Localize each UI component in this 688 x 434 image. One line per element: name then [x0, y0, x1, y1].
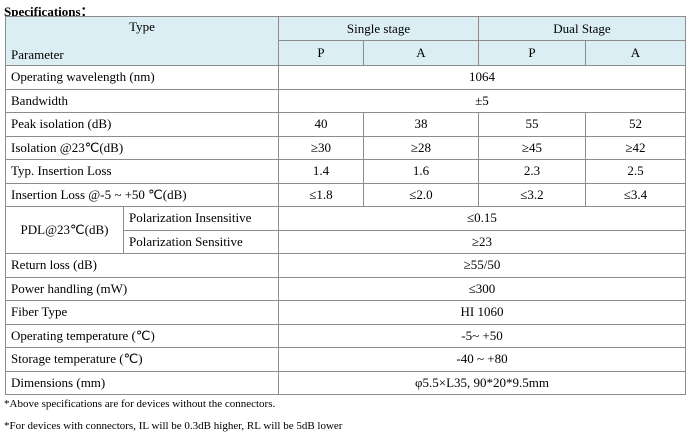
spec-table: Type Parameter Single stage Dual Stage P A P A O… — [5, 16, 686, 395]
footnote: *For devices with connectors, IL will be… — [4, 420, 343, 432]
row-label: Peak isolation (dB) — [5, 112, 279, 137]
row: Bandwidth ±5 — [5, 88, 686, 113]
value-cell: ≥30 — [278, 135, 364, 160]
value-cell: ≤2.0 — [363, 182, 479, 207]
row-label: Fiber Type — [5, 300, 279, 325]
value-cell: -5~ +50 — [278, 323, 686, 348]
value-cell: 2.3 — [478, 159, 586, 184]
value-cell: -40 ~ +80 — [278, 347, 686, 372]
row-label: Isolation @23℃(dB) — [5, 135, 279, 160]
value-cell: 1.4 — [278, 159, 364, 184]
value-cell: ≥23 — [278, 229, 686, 254]
value-cell: ≤1.8 — [278, 182, 364, 207]
row-label: Typ. Insertion Loss — [5, 159, 279, 184]
type-label: Type — [129, 19, 155, 34]
row: Dimensions (mm) φ5.5×L35, 90*20*9.5mm — [5, 370, 686, 395]
row: Storage temperature (℃) -40 ~ +80 — [5, 347, 686, 372]
value-cell: ≤3.4 — [585, 182, 686, 207]
row-label: PDL@23℃(dB) — [5, 206, 124, 254]
group-header: Single stage — [278, 16, 479, 41]
value-cell: 1.6 — [363, 159, 479, 184]
value-cell: φ5.5×L35, 90*20*9.5mm — [278, 370, 686, 395]
value-cell: ≤3.2 — [478, 182, 586, 207]
row: Power handling (mW) ≤300 — [5, 276, 686, 301]
sub-label: Polarization Sensitive — [123, 229, 279, 254]
row: Insertion Loss @-5 ~ +50 ℃(dB) ≤1.8 ≤2.0 ≤3… — [5, 182, 686, 207]
sub-label: Polarization Insensitive — [123, 206, 279, 231]
row-label: Insertion Loss @-5 ~ +50 ℃(dB) — [5, 182, 279, 207]
row: PDL@23℃(dB) Polarization Insensitive ≤0.15 — [5, 206, 686, 254]
row-label: Dimensions (mm) — [5, 370, 279, 395]
value-cell: ≤0.15 — [278, 206, 686, 231]
row: Operating temperature (℃) -5~ +50 — [5, 323, 686, 348]
title: Specifications： — [4, 4, 94, 19]
subcolumn-header: P — [478, 40, 586, 66]
row: Isolation @23℃(dB) ≥30 ≥28 ≥45 ≥42 — [5, 135, 686, 160]
header-row: Type Parameter Single stage Dual Stage — [5, 16, 686, 66]
row: Peak isolation (dB) 40 38 55 52 — [5, 112, 686, 137]
value-cell: 52 — [585, 112, 686, 137]
subcolumn-header: A — [363, 40, 479, 66]
value-cell: ±5 — [278, 88, 686, 113]
group-header: Dual Stage — [478, 16, 686, 41]
subcolumn-header: A — [585, 40, 686, 66]
parameter-label: Parameter — [11, 47, 64, 62]
value-cell: ≥45 — [478, 135, 586, 160]
value-cell: 2.5 — [585, 159, 686, 184]
value-cell: 1064 — [278, 65, 686, 90]
value-cell: HI 1060 — [278, 300, 686, 325]
row-label: Bandwidth — [5, 88, 279, 113]
row: Operating wavelength (nm) 1064 — [5, 65, 686, 90]
row-label: Storage temperature (℃) — [5, 347, 279, 372]
row-label: Operating wavelength (nm) — [5, 65, 279, 90]
row: Fiber Type HI 1060 — [5, 300, 686, 325]
value-cell: 38 — [363, 112, 479, 137]
corner-cell: Type Parameter — [5, 16, 279, 66]
value-cell: 55 — [478, 112, 586, 137]
row-label: Return loss (dB) — [5, 253, 279, 278]
row-label: Power handling (mW) — [5, 276, 279, 301]
value-cell: ≤300 — [278, 276, 686, 301]
row: Return loss (dB) ≥55/50 — [5, 253, 686, 278]
value-cell: ≥42 — [585, 135, 686, 160]
value-cell: ≥55/50 — [278, 253, 686, 278]
footnote: *Above specifications are for devices wi… — [4, 398, 276, 410]
value-cell: ≥28 — [363, 135, 479, 160]
value-cell: 40 — [278, 112, 364, 137]
row: Typ. Insertion Loss 1.4 1.6 2.3 2.5 — [5, 159, 686, 184]
subcolumn-header: P — [278, 40, 364, 66]
row-label: Operating temperature (℃) — [5, 323, 279, 348]
